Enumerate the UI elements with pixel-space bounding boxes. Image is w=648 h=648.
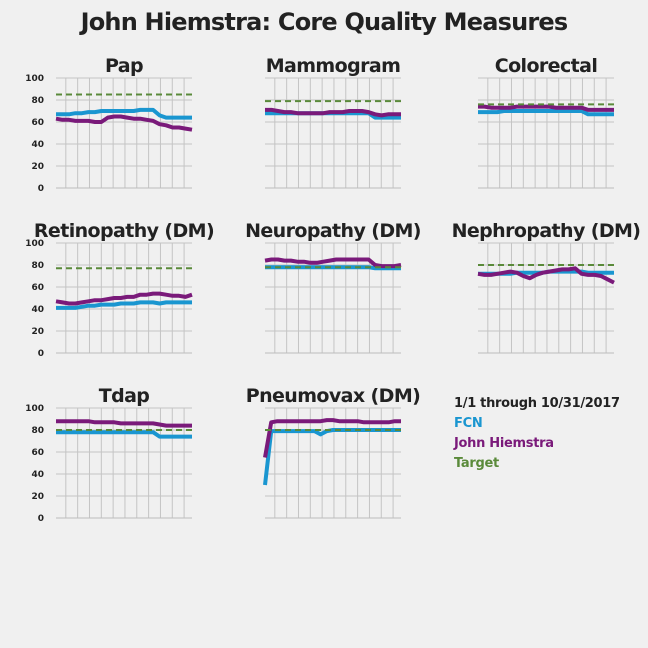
series-line-fcn	[56, 300, 192, 310]
series-line-john-hiemstra	[55, 291, 193, 306]
series-line-fcn	[263, 428, 401, 486]
series-line-john-hiemstra	[264, 257, 402, 269]
y-tick-label: 40	[31, 305, 44, 315]
y-tick-label: 60	[31, 283, 44, 293]
chart-mammogram: Mammogram	[265, 55, 401, 189]
y-tick-label: 20	[31, 492, 44, 502]
y-tick-label: 100	[25, 74, 44, 84]
chart-neuropathy-dm: Neuropathy (DM)	[245, 220, 422, 354]
legend-period: 1/1 through 10/31/2017	[454, 396, 620, 411]
chart-nephropathy-dm: Nephropathy (DM)	[452, 220, 641, 354]
series-line-fcn	[478, 109, 614, 117]
page-title: John Hiemstra: Core Quality Measures	[80, 8, 569, 36]
series-line-john-hiemstra	[56, 419, 192, 428]
chart-title: Colorectal	[495, 55, 598, 77]
chart-pneumovax-dm: Pneumovax (DM)	[246, 385, 421, 519]
legend-entry-fcn: FCN	[454, 416, 483, 431]
chart-title: Retinopathy (DM)	[34, 220, 214, 242]
y-tick-label: 80	[31, 96, 44, 106]
chart-title: Neuropathy (DM)	[245, 220, 421, 242]
y-tick-label: 100	[25, 239, 44, 249]
legend-entry-physician: John Hiemstra	[454, 436, 554, 451]
y-tick-label: 80	[31, 261, 44, 271]
chart-title: Pap	[105, 55, 143, 77]
series-line-john-hiemstra	[55, 114, 193, 132]
y-tick-label: 0	[38, 349, 44, 359]
series-line-john-hiemstra	[478, 104, 614, 112]
legend: 1/1 through 10/31/2017 FCN John Hiemstra…	[454, 394, 620, 474]
chart-title: Pneumovax (DM)	[246, 385, 420, 407]
y-tick-label: 80	[31, 426, 44, 436]
chart-title: Nephropathy (DM)	[452, 220, 641, 242]
y-tick-label: 0	[38, 184, 44, 194]
y-tick-label: 0	[38, 514, 44, 524]
chart-colorectal: Colorectal	[478, 55, 614, 189]
y-tick-label: 40	[31, 470, 44, 480]
chart-retinopathy-dm: Retinopathy (DM)100 80 60 40 20 0	[25, 220, 214, 359]
y-tick-label: 20	[31, 162, 44, 172]
series-line-john-hiemstra	[263, 418, 401, 458]
chart-title: Tdap	[99, 385, 150, 407]
y-tick-label: 60	[31, 448, 44, 458]
chart-title: Mammogram	[266, 55, 401, 77]
y-tick-label: 100	[25, 404, 44, 414]
series-line-john-hiemstra	[477, 266, 615, 285]
y-tick-label: 20	[31, 327, 44, 337]
y-tick-label: 40	[31, 140, 44, 150]
legend-entry-target: Target	[454, 456, 499, 471]
series-line-john-hiemstra	[265, 107, 401, 118]
chart-pap: Pap 100 80 60 40 20 0	[25, 55, 193, 194]
chart-tdap: Tdap 100 80 60 40 20 0	[25, 385, 192, 524]
series-line-fcn	[56, 430, 192, 439]
series-line-fcn	[56, 107, 192, 120]
y-tick-label: 60	[31, 118, 44, 128]
